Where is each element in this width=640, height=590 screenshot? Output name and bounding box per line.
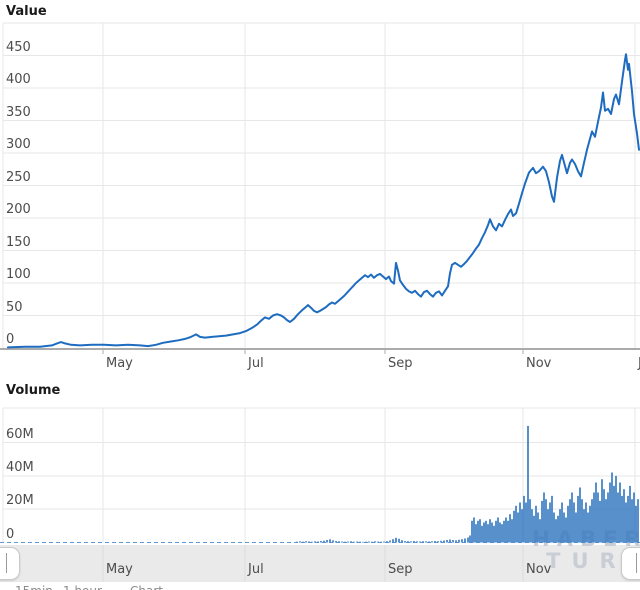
left-handle-grip-icon: [6, 553, 7, 573]
watermark-line-2: TURK: [546, 549, 640, 573]
volume-chart-title: Volume: [6, 383, 61, 398]
month-label: May: [106, 356, 133, 371]
month-label: Jul: [248, 356, 264, 371]
month-label: Sep: [388, 356, 413, 371]
period-option-1-hour[interactable]: 1 hour: [63, 584, 102, 590]
period-selector-row: 15min 1 hour Chart: [0, 584, 640, 590]
period-option-15min[interactable]: 15min: [15, 584, 53, 590]
month-label: Nov: [526, 356, 552, 371]
navigator-left-handle[interactable]: [0, 547, 20, 580]
navigator-right-handle[interactable]: [621, 547, 640, 580]
value-chart-title: Value: [6, 4, 47, 19]
right-handle-grip-icon: [636, 553, 637, 573]
volume-plot-area[interactable]: [0, 408, 640, 543]
navigator-track[interactable]: [0, 545, 640, 582]
period-option-chart[interactable]: Chart: [130, 584, 163, 590]
value-plot-area[interactable]: [0, 23, 640, 348]
